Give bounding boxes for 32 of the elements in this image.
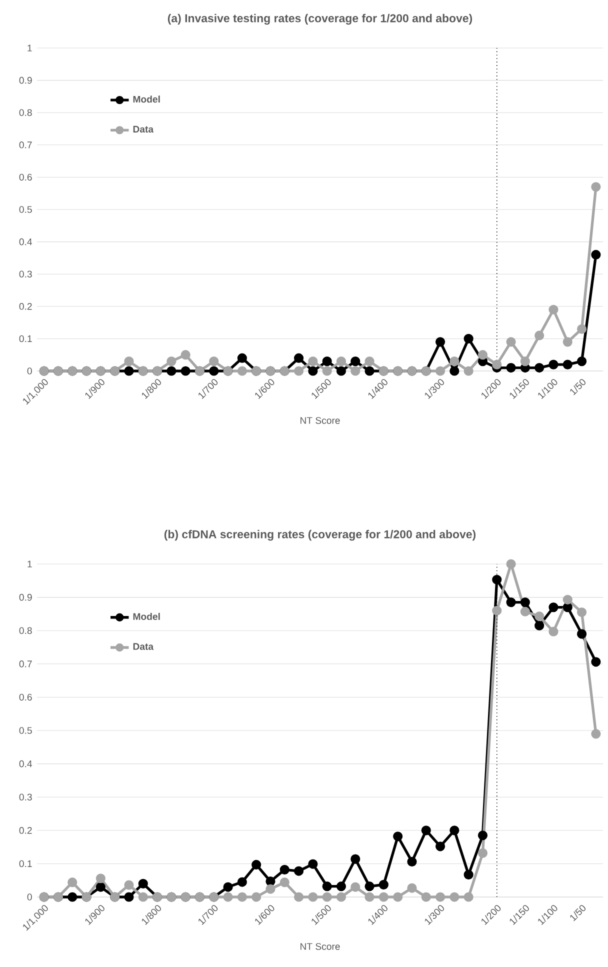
y-tick-label: 0.7 <box>19 660 32 668</box>
y-tick-label: 1 <box>28 44 32 52</box>
y-tick-label: 0.3 <box>19 794 32 800</box>
x-axis-title: NT Score <box>300 417 340 424</box>
y-tick-label: 0.8 <box>19 109 32 116</box>
chart-title: (b) cfDNA screening rates (coverage for 1/200 and above) <box>164 530 476 541</box>
y-tick-label: 0 <box>27 368 32 374</box>
y-tick-label: 0.3 <box>19 270 32 278</box>
y-tick-label: 0.8 <box>19 627 32 634</box>
y-tick-label: 0.1 <box>19 860 32 868</box>
y-tick-label: 0.5 <box>19 206 32 213</box>
y-tick-label: 0.2 <box>19 827 32 834</box>
y-tick-label: 0.1 <box>19 335 32 342</box>
y-tick-label: 0 <box>27 894 32 900</box>
x-axis-title: NT Score <box>300 943 340 950</box>
legend-label: Model <box>133 96 160 103</box>
y-tick-label: 0.7 <box>19 142 32 148</box>
y-tick-label: 0.6 <box>19 694 32 701</box>
y-tick-label: 0.4 <box>19 760 32 768</box>
legend-label: Model <box>133 612 160 620</box>
y-tick-label: 0.9 <box>19 594 32 601</box>
y-tick-label: 0.6 <box>19 174 32 181</box>
legend-label: Data <box>133 643 154 650</box>
y-tick-label: 1 <box>28 560 32 568</box>
chart-title: (a) Invasive testing rates (coverage for 1/200 and above) <box>168 14 472 25</box>
y-tick-label: 0.2 <box>19 303 32 310</box>
y-tick-label: 0.4 <box>19 238 32 246</box>
y-tick-label: 0.9 <box>19 76 32 84</box>
legend-label: Data <box>133 126 154 133</box>
x-tick-label: 1/50 <box>570 379 586 396</box>
x-tick-label: 1/50 <box>570 905 586 922</box>
y-tick-label: 0.5 <box>19 727 32 734</box>
